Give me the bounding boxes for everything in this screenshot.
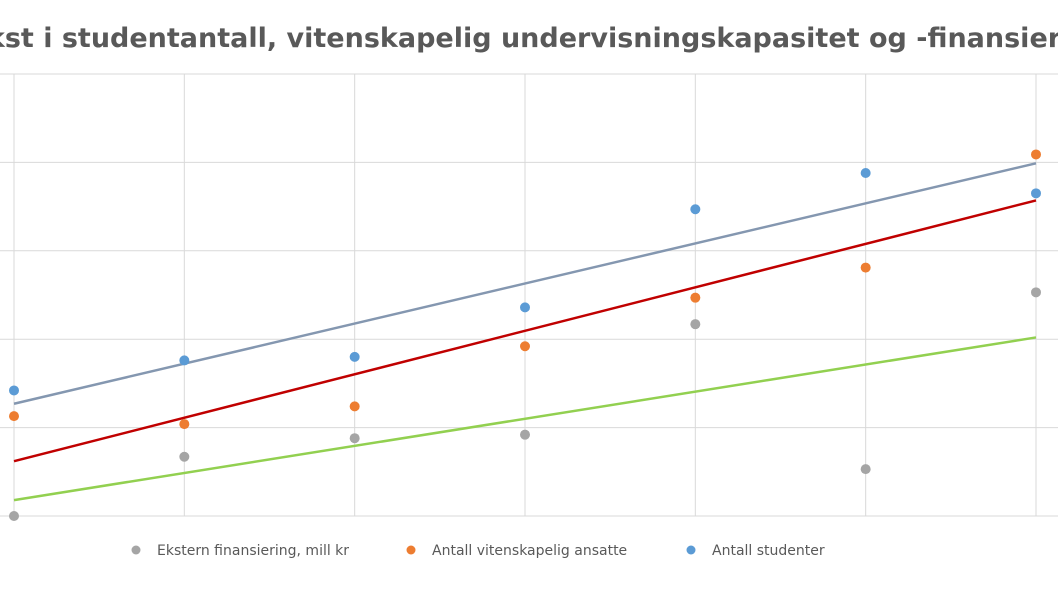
data-point: [349, 433, 360, 444]
data-point: [179, 355, 190, 366]
data-point: [1031, 149, 1041, 160]
data-point: [349, 351, 360, 362]
trendline: [13, 199, 1037, 463]
data-point: [9, 385, 19, 396]
grid: [0, 73, 1058, 517]
data-point: [860, 262, 871, 273]
data-point: [520, 429, 530, 440]
data-point: [1031, 188, 1041, 199]
trendline: [13, 336, 1037, 502]
data-point: [520, 341, 530, 352]
data-points: [9, 149, 1041, 521]
data-point: [1031, 287, 1041, 298]
legend-label: Antall vitenskapelig ansatte: [432, 543, 627, 559]
data-point: [690, 292, 701, 303]
data-point: [9, 511, 19, 521]
data-point: [860, 168, 871, 179]
legend-label: Ekstern finansiering, mill kr: [157, 543, 349, 559]
data-point: [349, 401, 360, 412]
data-point: [179, 451, 190, 462]
legend-marker: [686, 545, 696, 555]
legend-label: Antall studenter: [712, 543, 825, 559]
legend: Ekstern finansiering, mill kr Antall vite…: [131, 543, 825, 559]
data-point: [690, 204, 701, 215]
data-point: [860, 464, 871, 475]
chart-title: Vekst i studentantall, vitenskapelig und…: [0, 23, 1058, 54]
legend-marker: [406, 545, 416, 555]
data-point: [179, 419, 190, 430]
data-point: [9, 411, 19, 422]
data-point: [690, 319, 701, 330]
legend-marker: [131, 545, 141, 555]
data-point: [520, 302, 530, 313]
